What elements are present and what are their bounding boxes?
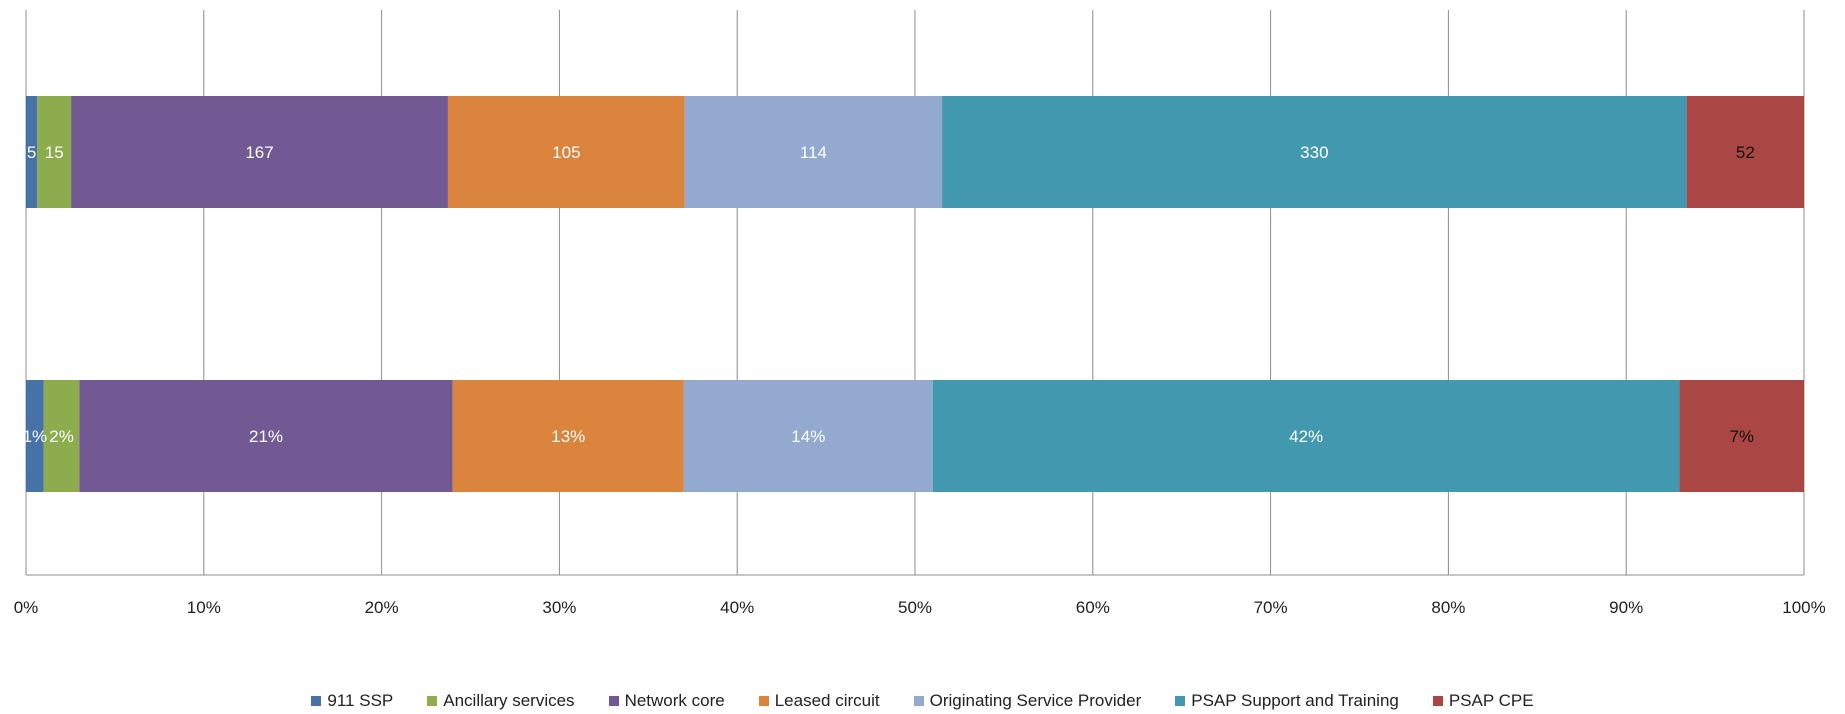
data-label: 114 (800, 143, 827, 162)
data-label: 167 (245, 143, 273, 162)
bar-segment (79, 380, 453, 492)
legend-swatch (311, 696, 322, 706)
data-label: 52 (1736, 143, 1755, 162)
legend-item: PSAP Support and Training (1175, 691, 1399, 711)
data-label: 14% (791, 427, 825, 446)
legend-swatch (1175, 696, 1186, 706)
bar-segment (1686, 96, 1804, 208)
x-tick-label: 0% (14, 598, 39, 617)
bar-segment (452, 380, 684, 492)
legend-swatch (913, 696, 924, 706)
data-label: 42% (1289, 427, 1323, 446)
bar-segment (26, 96, 38, 208)
legend-label: Leased circuit (774, 691, 880, 710)
x-tick-label: 90% (1609, 598, 1643, 617)
x-tick-label: 40% (720, 598, 754, 617)
bars (26, 96, 1804, 492)
data-label: 330 (1300, 143, 1328, 162)
data-label: 1% (23, 427, 48, 446)
bar-segment (932, 380, 1680, 492)
legend-swatch (427, 696, 438, 706)
legend-item: PSAP CPE (1432, 691, 1534, 711)
legend-swatch (758, 696, 769, 706)
legend-item: Originating Service Provider (913, 691, 1142, 711)
bar-segment (683, 380, 933, 492)
data-labels: 5 15 167 105 114 330 52 1% 2% 21% 13% 14% 42% 7% (23, 143, 1755, 446)
legend-swatch (1432, 696, 1443, 706)
data-label: 7% (1729, 427, 1754, 446)
bar-segment (43, 380, 80, 492)
legend: 911 SSP Ancillary services Network core Lea… (0, 690, 1845, 712)
legend-item: Network core (608, 691, 725, 711)
bar-segment (37, 96, 72, 208)
bar-segment (447, 96, 685, 208)
bar-segment (684, 96, 943, 208)
x-tick-label: 50% (898, 598, 932, 617)
legend-label: Network core (624, 691, 725, 710)
data-label: 2% (49, 427, 74, 446)
legend-label: Ancillary services (443, 691, 575, 710)
legend-label: PSAP Support and Training (1191, 691, 1399, 710)
bar-segment (1679, 380, 1804, 492)
x-tick-label: 30% (542, 598, 576, 617)
x-tick-label: 60% (1076, 598, 1110, 617)
x-tick-label: 10% (187, 598, 221, 617)
x-tick-label: 100% (1782, 598, 1825, 617)
data-label: 105 (552, 143, 580, 162)
bar-segment (26, 380, 44, 492)
legend-item: Ancillary services (427, 691, 575, 711)
bar-segment (71, 96, 448, 208)
legend-label: 911 SSP (327, 691, 394, 710)
legend-label: PSAP CPE (1448, 691, 1534, 710)
data-label: 5 (27, 143, 36, 162)
data-label: 13% (551, 427, 585, 446)
bar-segment (942, 96, 1687, 208)
legend-label: Originating Service Provider (929, 691, 1142, 710)
x-axis-ticks: 0% 10% 20% 30% 40% 50% 60% 70% 80% 90% 100% (14, 598, 1826, 617)
x-tick-label: 70% (1254, 598, 1288, 617)
data-label: 21% (249, 427, 283, 446)
x-tick-label: 20% (365, 598, 399, 617)
legend-item: Leased circuit (758, 691, 880, 711)
data-label: 15 (45, 143, 64, 162)
x-tick-label: 80% (1431, 598, 1465, 617)
legend-swatch (608, 696, 619, 706)
legend-item: 911 SSP (311, 691, 393, 711)
